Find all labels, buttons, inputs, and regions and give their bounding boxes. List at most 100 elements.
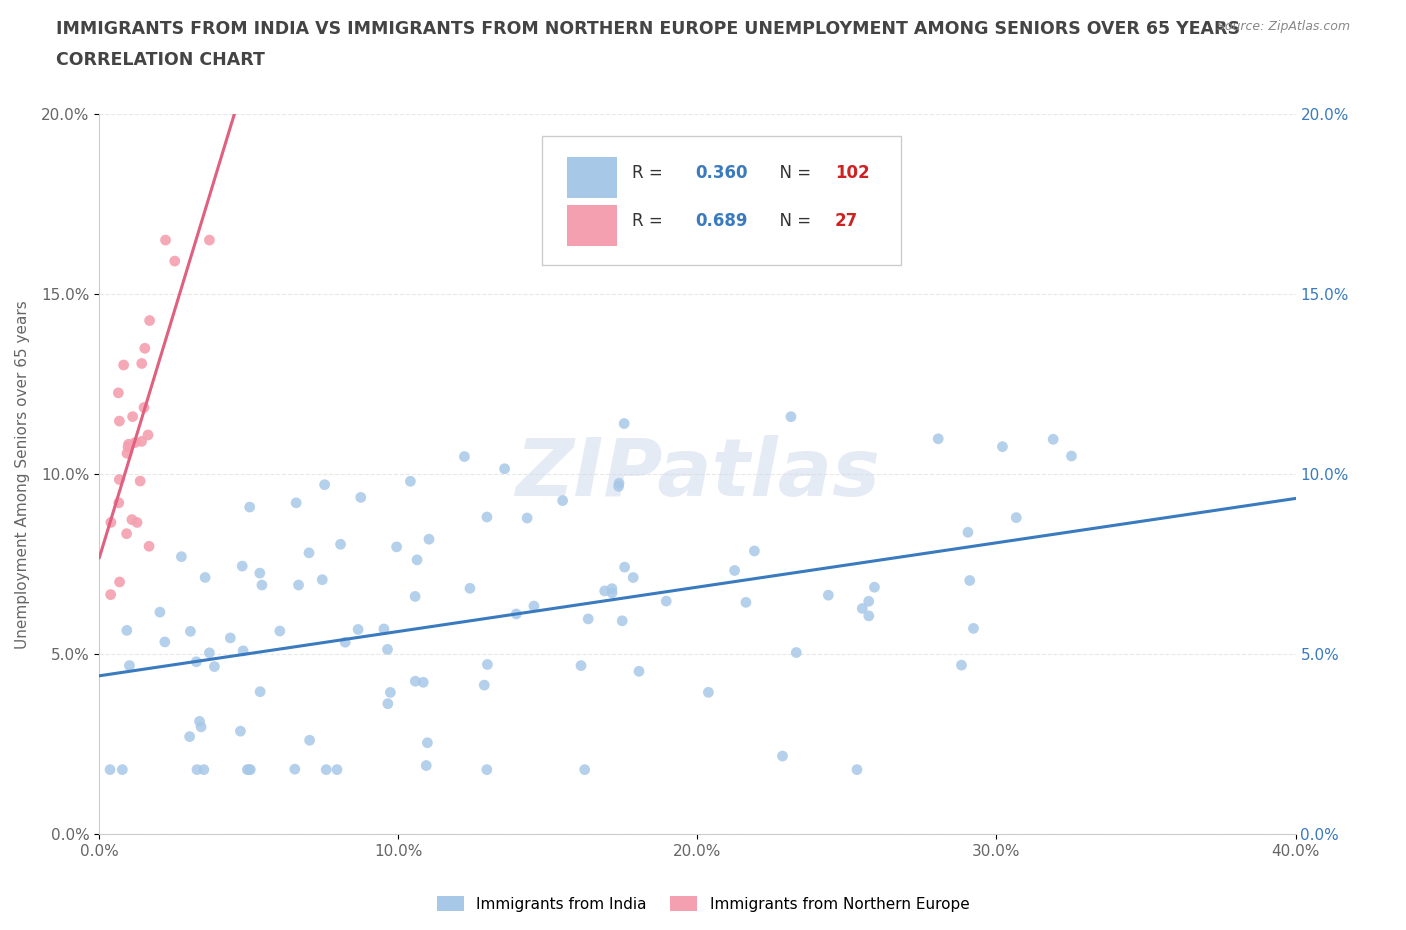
Point (817, 588, 839, 603)
Point (863, 579, 886, 594)
Point (125, 515, 148, 530)
Point (858, 594, 880, 609)
Point (846, 763, 869, 777)
Point (494, 461, 516, 476)
Point (163, 254, 186, 269)
Point (198, 645, 221, 660)
Point (475, 510, 498, 525)
Point (697, 684, 720, 699)
Point (134, 340, 156, 355)
Point (138, 538, 160, 553)
Point (613, 416, 636, 431)
Point (250, 578, 273, 592)
Point (329, 537, 352, 551)
Point (231, 559, 253, 574)
Point (373, 621, 395, 636)
Point (108, 414, 131, 429)
Point (477, 657, 499, 671)
Point (418, 532, 440, 547)
Point (385, 539, 408, 554)
Legend: Immigrants from India, Immigrants from Northern Europe: Immigrants from India, Immigrants from N… (430, 889, 976, 918)
Point (98, 763, 121, 777)
Point (377, 697, 399, 711)
Point (107, 385, 129, 400)
Point (186, 655, 208, 670)
Point (962, 621, 984, 636)
Point (194, 570, 217, 585)
Point (117, 440, 139, 455)
Point (607, 476, 630, 491)
Point (315, 763, 337, 777)
Point (170, 550, 193, 565)
Point (335, 635, 357, 650)
Point (153, 634, 176, 649)
Point (249, 565, 271, 580)
Point (593, 583, 616, 598)
FancyBboxPatch shape (567, 156, 617, 197)
Point (188, 714, 211, 729)
Point (627, 664, 650, 679)
Point (287, 578, 309, 592)
Point (613, 560, 636, 575)
Point (927, 432, 949, 446)
Point (475, 763, 498, 777)
Text: N =: N = (769, 212, 817, 231)
Point (249, 684, 271, 699)
FancyBboxPatch shape (567, 205, 617, 246)
Point (785, 645, 807, 660)
Text: R =: R = (631, 212, 668, 231)
Point (132, 400, 155, 415)
Point (453, 449, 475, 464)
Point (959, 573, 981, 588)
Point (108, 472, 131, 487)
Point (112, 357, 135, 372)
Point (115, 623, 138, 638)
Point (569, 658, 592, 673)
Point (107, 496, 129, 511)
Point (404, 589, 426, 604)
Point (204, 659, 226, 674)
Point (472, 678, 495, 693)
Text: ZIPatlas: ZIPatlas (515, 435, 880, 513)
Point (380, 685, 402, 700)
Point (780, 409, 803, 424)
Point (284, 762, 307, 777)
Point (858, 608, 880, 623)
Point (121, 409, 143, 424)
Point (314, 477, 336, 492)
Point (131, 356, 153, 371)
Point (551, 493, 574, 508)
Point (238, 763, 260, 777)
Point (950, 658, 973, 672)
Point (735, 595, 758, 610)
FancyBboxPatch shape (541, 136, 901, 265)
Point (108, 575, 131, 590)
Point (149, 604, 172, 619)
Text: Source: ZipAtlas.com: Source: ZipAtlas.com (1216, 20, 1350, 33)
Point (415, 758, 437, 773)
Point (269, 624, 291, 639)
Point (115, 445, 138, 460)
Point (600, 581, 623, 596)
Point (111, 763, 134, 777)
Text: 27: 27 (835, 212, 858, 231)
Point (193, 763, 215, 777)
Point (574, 763, 596, 777)
Point (505, 606, 527, 621)
Point (621, 570, 644, 585)
Point (100, 587, 122, 602)
Point (118, 658, 141, 673)
Point (198, 232, 221, 247)
Point (655, 593, 678, 608)
Text: IMMIGRANTS FROM INDIA VS IMMIGRANTS FROM NORTHERN EUROPE UNEMPLOYMENT AMONG SENI: IMMIGRANTS FROM INDIA VS IMMIGRANTS FROM… (56, 20, 1240, 38)
Text: 102: 102 (835, 164, 869, 182)
Point (458, 581, 481, 596)
Point (311, 572, 333, 587)
Point (406, 552, 429, 567)
Point (232, 644, 254, 658)
Point (1005, 511, 1028, 525)
Point (744, 543, 766, 558)
Point (523, 599, 546, 614)
Point (117, 437, 139, 452)
Point (131, 434, 153, 449)
